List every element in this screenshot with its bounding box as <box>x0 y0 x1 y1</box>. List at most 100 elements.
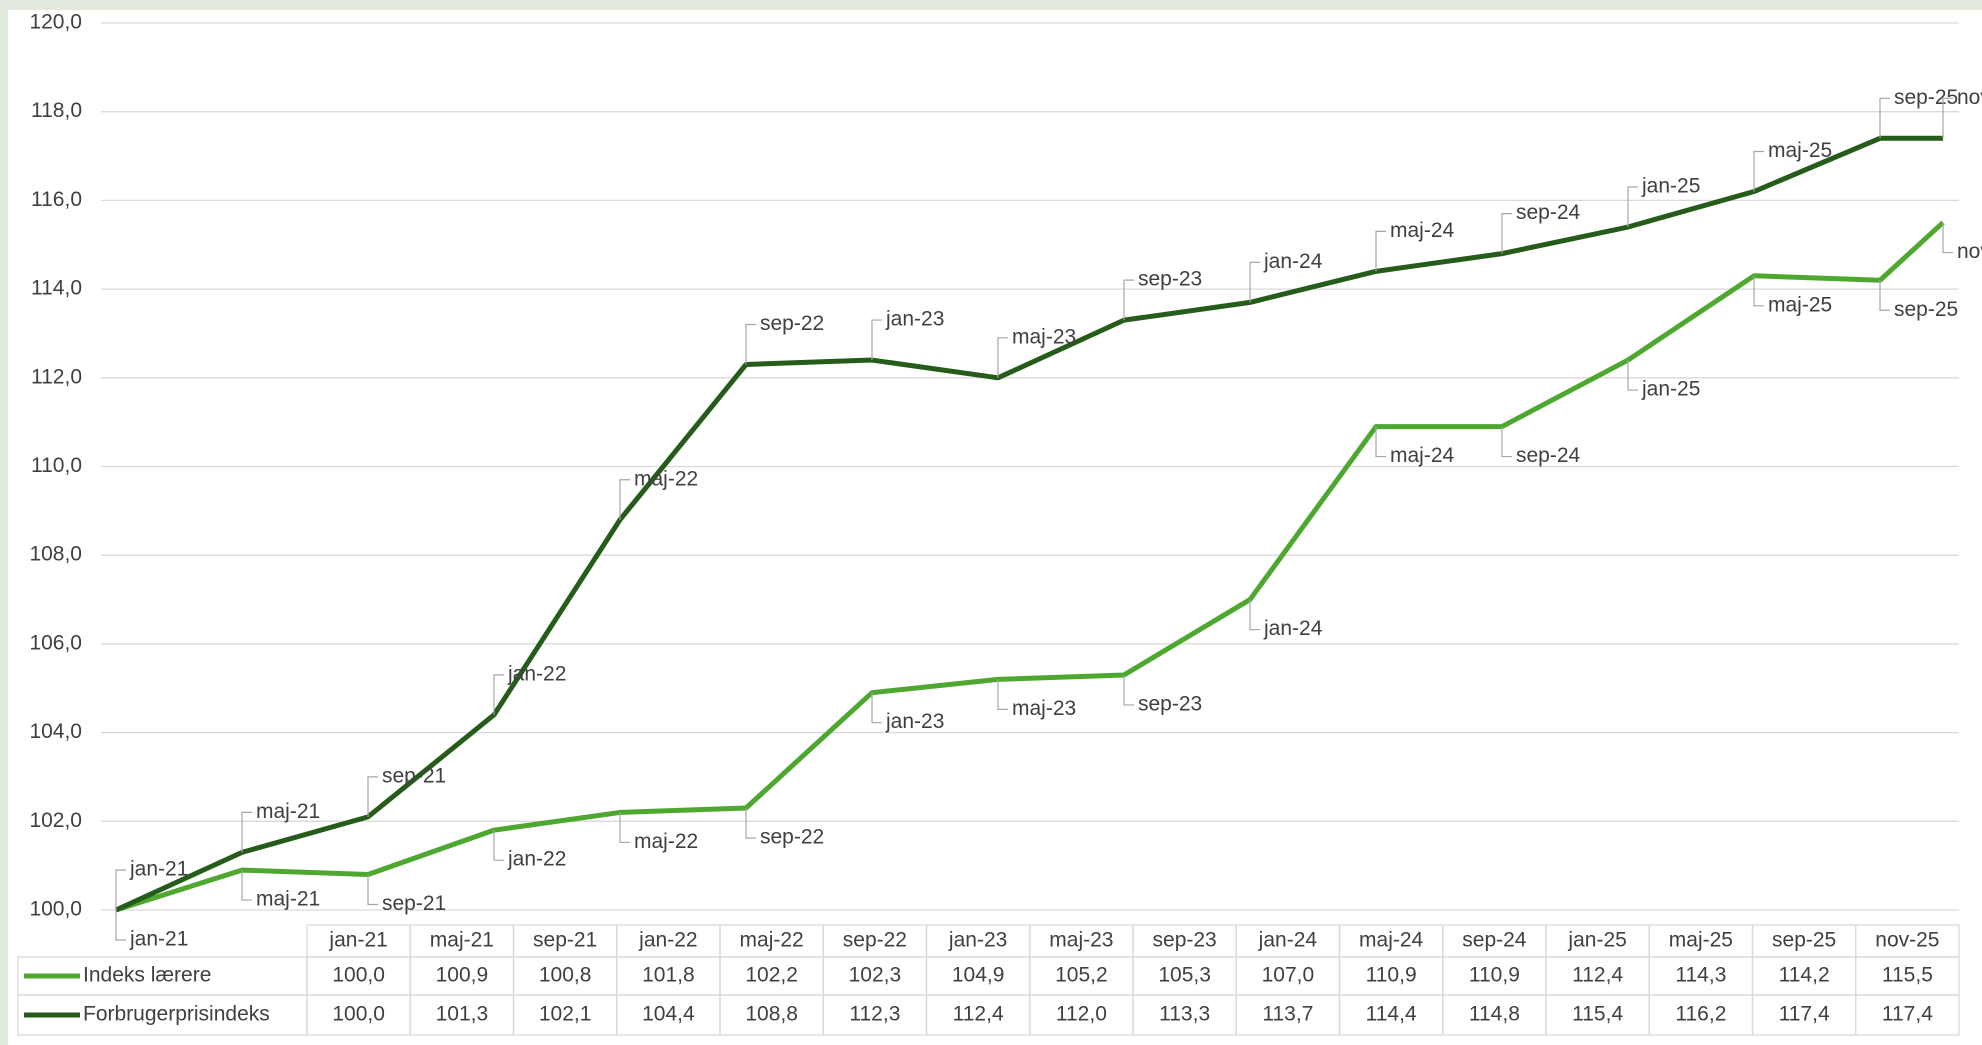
leader-line <box>493 674 504 715</box>
data-label: jan-23 <box>885 308 944 331</box>
table-value: 113,3 <box>1159 1003 1210 1026</box>
table-header: maj-23 <box>1049 929 1113 952</box>
leader-line <box>1249 599 1260 631</box>
legend-label: Indeks lærere <box>83 964 211 987</box>
table-value: 116,2 <box>1675 1003 1726 1026</box>
table-value: 100,0 <box>332 964 385 987</box>
y-tick-label: 108,0 <box>29 543 82 566</box>
table-value: 114,2 <box>1779 964 1830 987</box>
table-value: 110,9 <box>1366 964 1417 987</box>
table-value: 114,4 <box>1366 1003 1417 1026</box>
table-value: 114,8 <box>1469 1003 1520 1026</box>
leader-line <box>241 870 252 901</box>
table-value: 114,3 <box>1675 964 1726 987</box>
data-label: sep-25 <box>1894 298 1958 321</box>
table-header: nov-25 <box>1875 929 1939 952</box>
table-value: 113,7 <box>1262 1003 1313 1026</box>
leader-line <box>1627 186 1638 228</box>
y-tick-label: 102,0 <box>29 809 82 832</box>
table-value: 117,4 <box>1882 1003 1933 1026</box>
table-header: maj-24 <box>1359 929 1424 952</box>
table-header: sep-22 <box>843 929 907 952</box>
data-label: sep-22 <box>760 312 824 335</box>
data-label: sep-24 <box>1516 444 1581 467</box>
data-label: sep-25 <box>1894 86 1958 109</box>
table-header: sep-24 <box>1462 929 1527 952</box>
data-label: jan-24 <box>1263 617 1323 640</box>
table-value: 101,8 <box>642 964 695 987</box>
data-label: maj-23 <box>1012 697 1076 720</box>
y-tick-label: 120,0 <box>29 11 82 34</box>
data-label: sep-23 <box>1138 268 1202 291</box>
table-value: 112,0 <box>1056 1003 1107 1026</box>
leader-line <box>997 337 1008 378</box>
table-value: 112,4 <box>953 1003 1004 1026</box>
table-header: maj-21 <box>430 929 494 952</box>
data-label: nov-25 <box>1957 240 1982 263</box>
table-value: 104,9 <box>952 964 1005 987</box>
leader-line <box>1501 213 1512 254</box>
leader-line <box>1627 360 1638 391</box>
data-label: jan-23 <box>885 710 944 733</box>
data-label: maj-22 <box>634 467 698 490</box>
y-tick-label: 112,0 <box>31 365 82 388</box>
table-value: 102,3 <box>849 964 902 987</box>
data-label: maj-21 <box>256 800 320 823</box>
table-value: 108,8 <box>745 1003 798 1026</box>
leader-line <box>745 323 756 365</box>
table-header: jan-24 <box>1258 929 1318 952</box>
leader-line <box>241 811 252 853</box>
data-label: maj-21 <box>256 888 320 911</box>
data-label: maj-25 <box>1768 139 1832 162</box>
data-label: nov-25 <box>1957 86 1982 109</box>
table-value: 102,1 <box>539 1003 592 1026</box>
leader-line <box>1879 97 1890 139</box>
y-tick-label: 100,0 <box>29 898 82 921</box>
table-value: 115,4 <box>1572 1003 1623 1026</box>
leader-line <box>367 776 378 817</box>
table-value: 100,9 <box>436 964 489 987</box>
data-label: jan-22 <box>507 662 566 685</box>
leader-line <box>1753 150 1764 192</box>
y-tick-label: 106,0 <box>29 631 82 654</box>
leader-line <box>1879 280 1890 311</box>
leader-line <box>115 910 126 941</box>
table-value: 107,0 <box>1262 964 1315 987</box>
table-value: 101,3 <box>436 1003 489 1026</box>
y-tick-label: 104,0 <box>29 720 82 743</box>
data-label: jan-21 <box>129 858 188 881</box>
table-value: 104,4 <box>642 1003 695 1026</box>
data-label: sep-22 <box>760 826 824 849</box>
data-label: sep-21 <box>382 764 446 787</box>
data-label: maj-23 <box>1012 325 1076 348</box>
table-header: maj-22 <box>740 929 804 952</box>
leader-line <box>1501 426 1512 458</box>
table-value: 115,5 <box>1882 964 1933 987</box>
data-label: maj-24 <box>1390 219 1455 242</box>
table-value: 117,4 <box>1779 1003 1830 1026</box>
leader-line <box>1753 275 1764 307</box>
data-label: jan-24 <box>1263 250 1323 273</box>
table-value: 110,9 <box>1469 964 1520 987</box>
series-line <box>114 135 1943 913</box>
data-label: maj-24 <box>1390 444 1455 467</box>
leader-line <box>1249 261 1260 303</box>
leader-line <box>619 479 630 520</box>
data-label: jan-25 <box>1641 175 1700 198</box>
y-tick-label: 118,0 <box>31 99 82 122</box>
leader-line <box>1942 97 1953 139</box>
table-header: maj-25 <box>1669 929 1733 952</box>
table-header: jan-21 <box>328 929 387 952</box>
table-value: 100,8 <box>539 964 592 987</box>
leader-line <box>745 807 756 839</box>
data-label: maj-22 <box>634 830 698 853</box>
leader-line <box>1375 426 1386 458</box>
leader-line <box>1123 674 1134 706</box>
series-line <box>115 220 1945 913</box>
y-tick-label: 110,0 <box>31 454 82 477</box>
data-label: sep-23 <box>1138 692 1202 715</box>
table-header: sep-21 <box>533 929 597 952</box>
table-header: sep-23 <box>1153 929 1217 952</box>
data-label: maj-25 <box>1768 293 1832 316</box>
